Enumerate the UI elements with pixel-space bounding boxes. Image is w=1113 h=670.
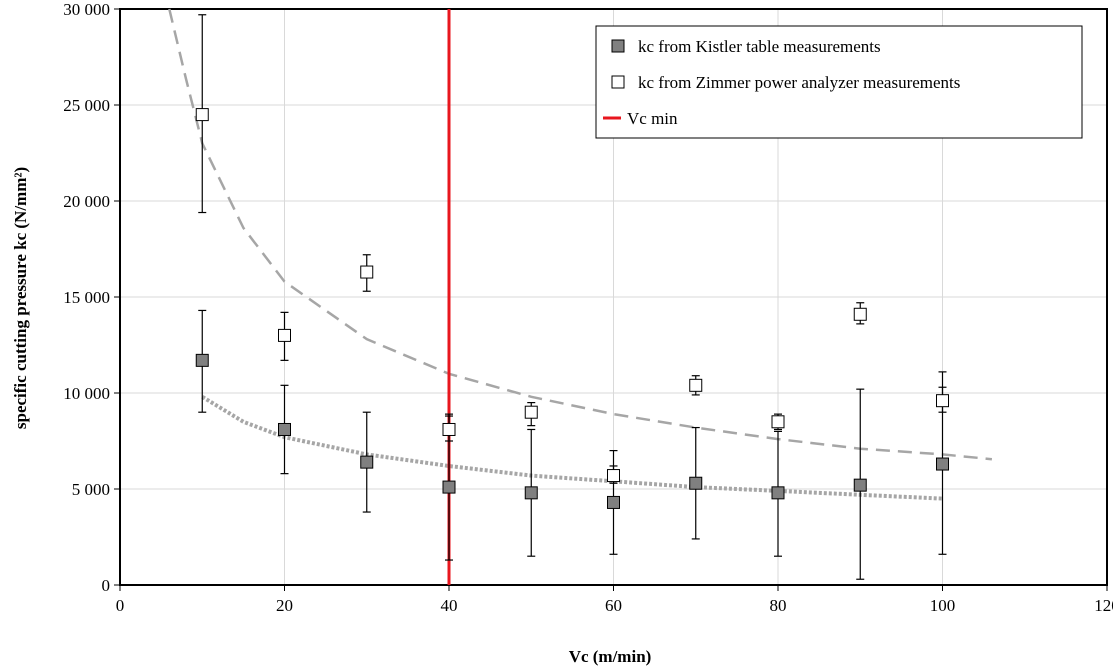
x-tick-label: 0 (116, 596, 125, 615)
kistler-point (524, 486, 538, 500)
x-tick-label: 120 (1094, 596, 1113, 615)
kistler-point (936, 457, 949, 471)
x-tick-label: 80 (770, 596, 787, 615)
y-tick-label: 30 000 (63, 0, 110, 19)
x-axis-tick-labels: 0 20 40 60 80 100 120 (116, 585, 1113, 615)
kistler-trendline (201, 395, 943, 501)
x-axis-title: Vc (m/min) (569, 647, 652, 666)
kistler-point (195, 353, 209, 367)
y-tick-label: 20 000 (63, 192, 110, 211)
data-markers (195, 108, 949, 509)
y-axis-title: specific cutting pressure kc (N/mm²) (11, 167, 30, 429)
kistler-point (853, 478, 867, 492)
x-tick-label: 40 (441, 596, 458, 615)
zimmer-point (853, 307, 867, 321)
y-tick-label: 5 000 (72, 480, 110, 499)
zimmer-point (771, 415, 785, 429)
x-tick-label: 60 (605, 596, 622, 615)
zimmer-point (524, 405, 538, 419)
kistler-point (360, 455, 374, 469)
kistler-point (689, 476, 703, 490)
zimmer-trendline (168, 8, 993, 461)
y-tick-label: 15 000 (63, 288, 110, 307)
y-tick-label: 10 000 (63, 384, 110, 403)
zimmer-point (607, 469, 620, 483)
legend: kc from Kistler table measurements kc fr… (595, 25, 1083, 139)
legend-box (595, 25, 1083, 139)
kistler-point (771, 486, 785, 500)
y-axis-tick-labels: 0 5 000 10 000 15 000 20 000 25 000 30 000 (63, 0, 120, 595)
zimmer-point (360, 265, 374, 279)
legend-marker-zimmer (611, 75, 625, 89)
y-tick-label: 0 (102, 576, 111, 595)
kistler-point (278, 422, 291, 436)
zimmer-point (936, 394, 949, 408)
zimmer-point (442, 422, 456, 436)
legend-label-vc-min: Vc min (627, 109, 678, 128)
zimmer-point (195, 108, 209, 122)
x-tick-label: 20 (276, 596, 293, 615)
kistler-point (442, 480, 456, 494)
zimmer-point (278, 328, 291, 342)
legend-label-zimmer: kc from Zimmer power analyzer measuremen… (638, 73, 960, 92)
y-tick-label: 25 000 (63, 96, 110, 115)
x-tick-label: 100 (930, 596, 956, 615)
legend-marker-kistler (611, 39, 625, 53)
legend-label-kistler: kc from Kistler table measurements (638, 37, 881, 56)
zimmer-point (689, 378, 703, 392)
kistler-point (607, 495, 620, 509)
